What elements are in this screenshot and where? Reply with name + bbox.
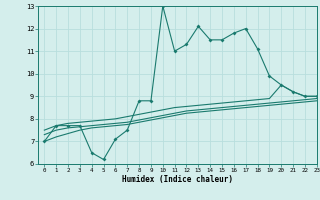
X-axis label: Humidex (Indice chaleur): Humidex (Indice chaleur) xyxy=(122,175,233,184)
